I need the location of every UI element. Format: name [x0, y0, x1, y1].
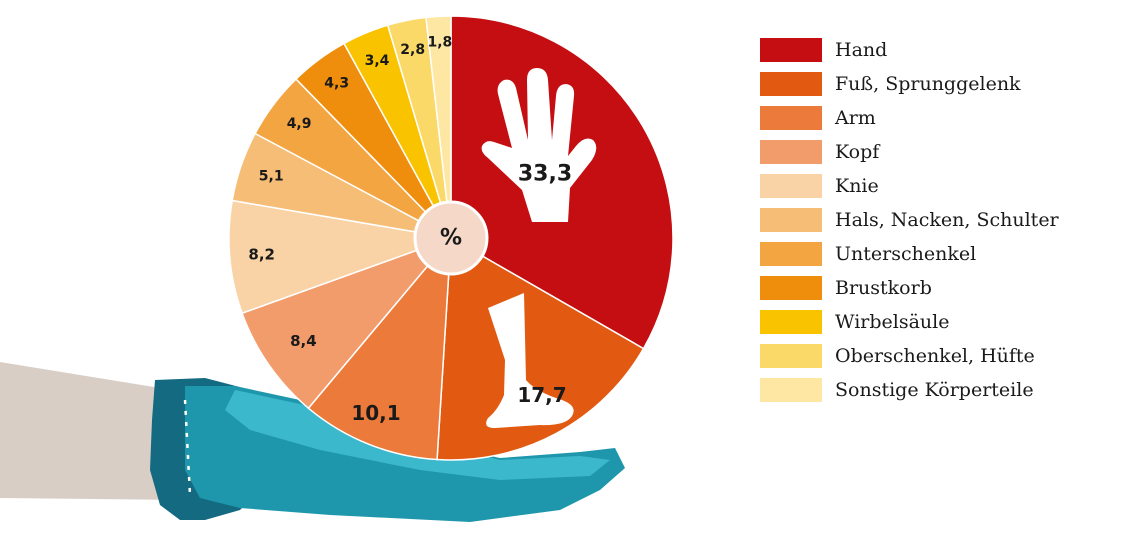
legend-swatch: [760, 310, 822, 334]
pie-slice-3: [307, 235, 452, 461]
slice-value-label: 8,4: [290, 332, 317, 350]
legend-swatch: [760, 140, 822, 164]
legend-swatch: [760, 344, 822, 368]
legend-label: Hals, Nacken, Schulter: [835, 209, 1060, 231]
pie-slice-11: [425, 15, 452, 239]
legend-swatch: [760, 276, 822, 300]
slice-value-label: 1,8: [427, 34, 452, 50]
legend-label: Sonstige Körperteile: [835, 379, 1034, 401]
slice-value-label: 2,8: [400, 42, 425, 58]
slice-value-label: 5,1: [259, 169, 284, 185]
slice-value-label: 4,3: [324, 76, 349, 92]
legend-label: Brustkorb: [835, 277, 932, 299]
unit-label: %: [440, 226, 462, 251]
legend-swatch: [760, 72, 822, 96]
slice-value-label: 17,7: [517, 383, 566, 407]
legend: Hand Fuß, Sprunggelenk Arm Kopf Knie Hals, Na…: [760, 38, 1060, 402]
legend-swatch: [760, 174, 822, 198]
slice-value-label: 33,3: [518, 162, 572, 187]
slice-value-label: 3,4: [365, 53, 390, 69]
slice-value-label: 8,2: [248, 246, 275, 264]
center-disc: [413, 200, 489, 276]
slice-value-label: 4,9: [287, 116, 312, 132]
legend-swatch: [760, 242, 822, 266]
legend-label: Oberschenkel, Hüfte: [835, 345, 1035, 367]
legend-label: Knie: [835, 175, 879, 197]
hand-icon: [481, 68, 597, 222]
legend-swatch: [760, 38, 822, 62]
legend-label: Arm: [834, 107, 876, 129]
legend-swatch: [760, 106, 822, 130]
legend-label: Kopf: [835, 141, 881, 163]
pie-chart: 33,3 17,7 10,1 8,4 8,2 5,1 4,9 4,3 3,4 2,8 1,8%: [228, 15, 674, 461]
legend-label: Fuß, Sprunggelenk: [835, 73, 1021, 95]
legend-swatch: [760, 378, 822, 402]
sleeve-shape: [0, 362, 182, 500]
foot-icon: [486, 293, 574, 428]
pie-slice-2: [436, 236, 645, 461]
stitch-line: [183, 399, 192, 496]
legend-label: Hand: [835, 39, 887, 61]
slice-value-label: 10,1: [351, 401, 400, 425]
legend-label: Wirbelsäule: [835, 311, 949, 333]
legend-swatch: [760, 208, 822, 232]
pie-slice-4: [241, 236, 454, 410]
legend-label: Unterschenkel: [835, 243, 976, 265]
